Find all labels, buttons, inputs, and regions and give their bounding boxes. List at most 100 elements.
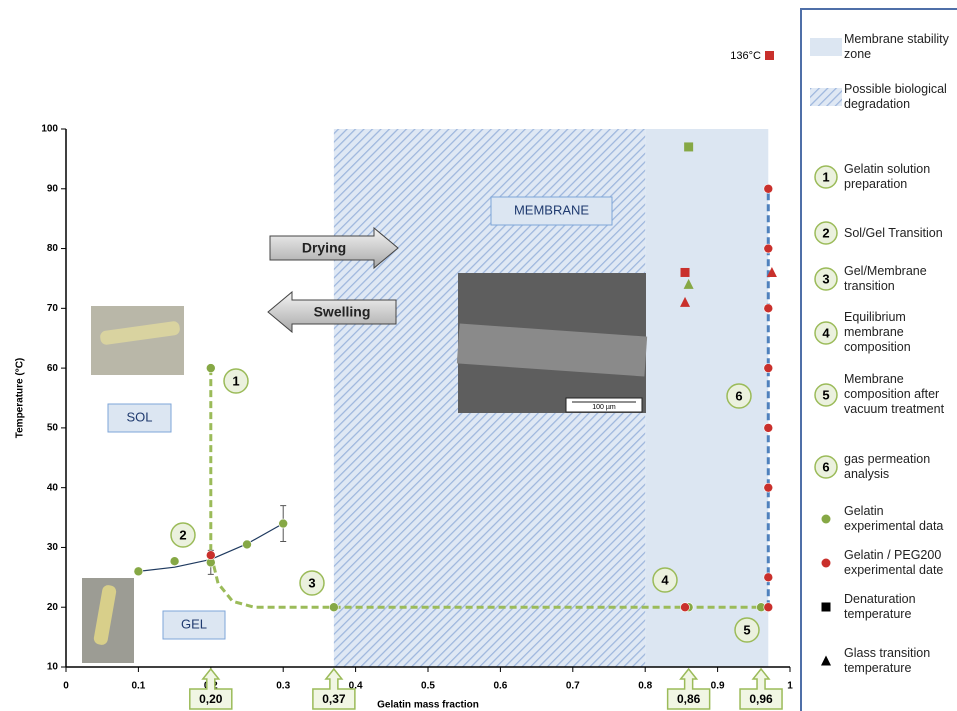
marker bbox=[206, 363, 216, 373]
x-tick-label: 0.4 bbox=[349, 681, 363, 692]
marker bbox=[683, 278, 694, 289]
legend-swatch bbox=[810, 88, 842, 106]
legend-marker bbox=[821, 655, 831, 666]
arrow-label: Drying bbox=[302, 240, 346, 256]
y-tick-label: 50 bbox=[47, 423, 59, 434]
legend-step: 2 bbox=[814, 221, 838, 245]
marker bbox=[821, 655, 831, 666]
y-tick-label: 100 bbox=[41, 124, 58, 135]
y-axis-title: Temperature (°C) bbox=[15, 358, 26, 439]
step-marker bbox=[223, 368, 249, 394]
legend-icon bbox=[808, 556, 844, 570]
legend-marker bbox=[821, 558, 831, 568]
legend-step: 3 bbox=[814, 267, 838, 291]
legend-step-number: 1 bbox=[822, 169, 829, 184]
legend-icon bbox=[808, 38, 844, 56]
legend-label: Equilibrium membrane composition bbox=[844, 310, 911, 354]
x-callout-label: 0,86 bbox=[677, 692, 701, 706]
legend-label: Gel/Membrane transition bbox=[844, 264, 927, 293]
x-tick-label: 0 bbox=[63, 681, 69, 692]
marker bbox=[763, 363, 774, 373]
x-callout-label: 0,20 bbox=[199, 692, 223, 706]
legend-icon: 4 bbox=[808, 320, 844, 346]
marker bbox=[684, 142, 694, 152]
legend-icon bbox=[808, 512, 844, 526]
legend: Membrane stability zone Possible biologic… bbox=[800, 8, 957, 711]
marker bbox=[763, 602, 774, 613]
region-label: MEMBRANE bbox=[514, 202, 589, 217]
legend-label: gas permeation analysis bbox=[844, 452, 931, 481]
legend-item: Denaturation temperature bbox=[808, 592, 956, 622]
legend-icon bbox=[808, 654, 844, 668]
line bbox=[209, 368, 762, 609]
step-marker bbox=[734, 617, 760, 643]
region-label: SOL bbox=[126, 409, 152, 424]
legend-item: 2 Sol/Gel Transition bbox=[808, 220, 956, 246]
marker bbox=[763, 482, 774, 493]
legend-icon bbox=[808, 88, 844, 106]
legend-icon: 6 bbox=[808, 454, 844, 480]
legend-label: Membrane stability zone bbox=[844, 32, 949, 61]
step-number: 1 bbox=[232, 373, 239, 388]
x-callout bbox=[189, 667, 233, 710]
x-tick-label: 1 bbox=[787, 681, 793, 692]
y-tick-label: 30 bbox=[47, 542, 59, 553]
region-box bbox=[162, 610, 226, 640]
y-tick-label: 90 bbox=[47, 183, 59, 194]
legend-item: Membrane stability zone bbox=[808, 32, 956, 62]
legend-label: Gelatin experimental data bbox=[844, 504, 944, 533]
marker bbox=[763, 572, 774, 583]
marker bbox=[169, 556, 180, 566]
chart: 100 µm SOLGELMEMBRANEDryingSwelling10203… bbox=[15, 50, 794, 711]
step-number: 2 bbox=[179, 527, 186, 542]
process-arrow bbox=[267, 290, 397, 334]
step-number: 4 bbox=[661, 572, 669, 587]
legend-label: Glass transition temperature bbox=[844, 646, 931, 675]
y-tick-label: 10 bbox=[47, 662, 59, 673]
marker bbox=[133, 566, 144, 577]
x-tick-label: 0.5 bbox=[421, 681, 435, 692]
legend-icon: 5 bbox=[808, 382, 844, 408]
x-tick-label: 0.7 bbox=[566, 681, 580, 692]
photo-tube bbox=[93, 585, 117, 645]
region-label: GEL bbox=[181, 616, 207, 631]
off-scale-label: 136°C bbox=[730, 50, 761, 62]
y-tick-label: 70 bbox=[47, 303, 59, 314]
legend-step: 6 bbox=[814, 455, 838, 479]
x-callout-label: 0,37 bbox=[322, 692, 346, 706]
legend-label: Sol/Gel Transition bbox=[844, 225, 943, 240]
region-box bbox=[107, 403, 172, 433]
legend-icon: 3 bbox=[808, 266, 844, 292]
process-arrow bbox=[269, 226, 399, 270]
marker bbox=[821, 602, 831, 612]
legend-label: Gelatin solution preparation bbox=[844, 162, 931, 191]
legend-step-number: 6 bbox=[822, 459, 829, 474]
legend-step: 1 bbox=[814, 165, 838, 189]
marker bbox=[206, 550, 216, 561]
y-tick-label: 80 bbox=[47, 243, 59, 254]
legend-label: Membrane composition after vacuum treatm… bbox=[844, 372, 945, 416]
legend-step: 4 bbox=[814, 320, 838, 345]
legend-item: 4 Equilibrium membrane composition bbox=[808, 310, 956, 355]
x-callout-label: 0,96 bbox=[749, 692, 773, 706]
step-number: 6 bbox=[735, 388, 742, 403]
legend-item: Glass transition temperature bbox=[808, 646, 956, 676]
marker bbox=[821, 558, 831, 568]
x-callout bbox=[312, 667, 356, 710]
x-tick-label: 0.9 bbox=[711, 681, 725, 692]
legend-item: 5 Membrane composition after vacuum treat… bbox=[808, 372, 956, 417]
x-tick-label: 0.8 bbox=[638, 681, 652, 692]
legend-step-number: 5 bbox=[822, 387, 829, 402]
marker bbox=[765, 51, 774, 60]
step-number: 3 bbox=[308, 575, 315, 590]
y-tick-label: 60 bbox=[47, 363, 59, 374]
marker bbox=[242, 539, 252, 550]
marker bbox=[680, 296, 691, 307]
marker bbox=[763, 423, 774, 433]
legend-item: 1 Gelatin solution preparation bbox=[808, 162, 956, 192]
arrow-label: Swelling bbox=[314, 304, 371, 320]
x-callout bbox=[739, 667, 783, 710]
x-tick-label: 0.3 bbox=[276, 681, 290, 692]
sem-fiber bbox=[456, 323, 648, 377]
legend-step-number: 3 bbox=[822, 271, 829, 286]
